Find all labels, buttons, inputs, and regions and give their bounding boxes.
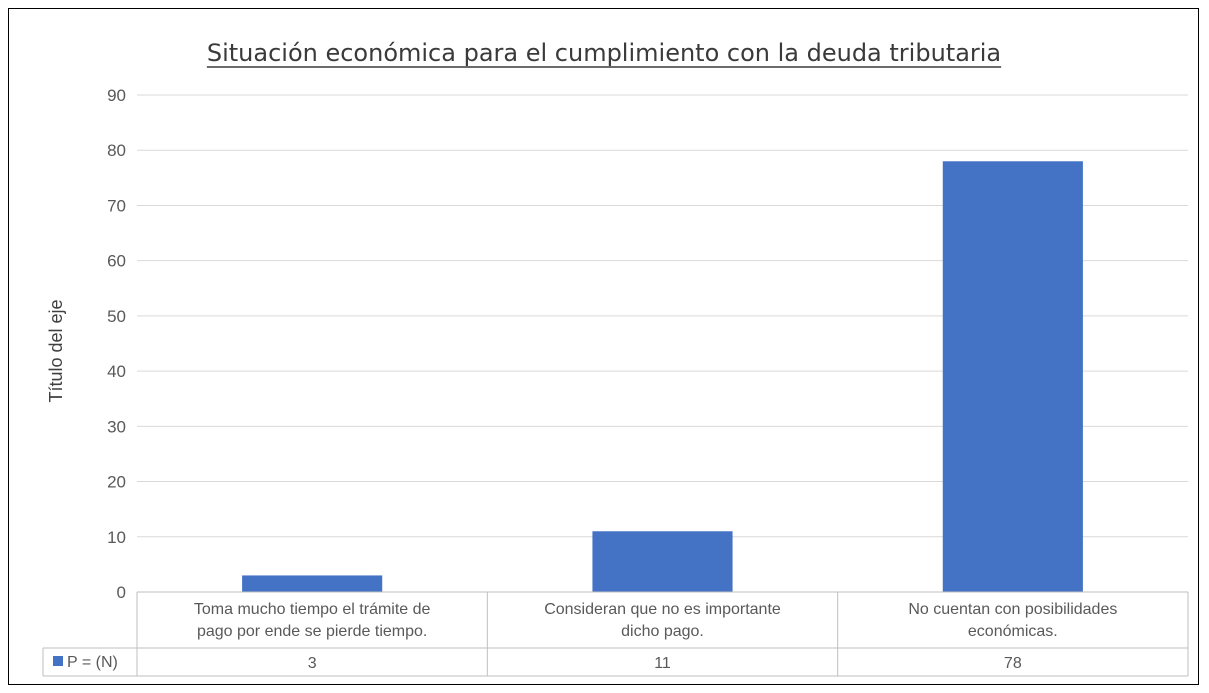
bar [942,161,1083,592]
y-tick-label: 40 [107,362,126,381]
y-tick-label: 80 [107,141,126,160]
x-tick-label: No cuentan con posibilidades económicas. [908,601,1117,640]
bar [242,575,383,592]
bar [592,531,733,592]
y-tick-label: 50 [107,307,126,326]
legend-swatch [53,656,63,666]
y-tick-label: 20 [107,473,126,492]
y-tick-label: 30 [107,417,126,436]
y-tick-label: 0 [117,583,126,602]
chart-title: Situación económica para el cumplimiento… [207,39,1001,67]
x-tick-label: Toma mucho tiempo el trámite de pago por … [194,601,431,640]
chart-frame: Situación económica para el cumplimiento… [8,8,1199,685]
y-tick-label: 70 [107,196,126,215]
data-table-value: 3 [308,655,317,672]
y-axis-label: Título del eje [46,299,66,402]
legend-label: P = (N) [67,654,118,671]
bar-chart: Situación económica para el cumplimiento… [42,39,1189,677]
data-table-value: 11 [654,655,671,672]
y-tick-label: 90 [107,86,126,105]
data-table-value: 78 [1004,655,1022,672]
x-tick-label: Consideran que no es importante dicho pag… [544,601,781,640]
y-tick-label: 60 [107,252,126,271]
y-tick-label: 10 [107,528,126,547]
